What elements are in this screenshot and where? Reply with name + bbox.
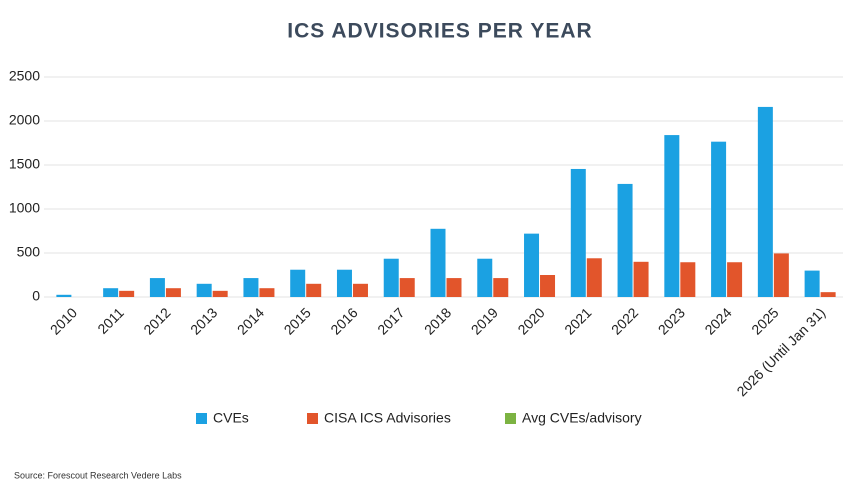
bar: [664, 135, 680, 297]
x-tick-label: 2013: [187, 304, 220, 337]
bar: [820, 292, 836, 297]
bar: [570, 168, 586, 297]
bar: [540, 275, 556, 297]
x-tick-label: 2019: [468, 304, 501, 337]
x-tick-label: 2020: [514, 304, 547, 337]
source: Source: Forescout Research Vedere Labs: [14, 470, 182, 480]
bar: [680, 262, 696, 297]
bar: [757, 106, 773, 297]
x-tick-label: 2015: [281, 304, 314, 337]
bar: [493, 278, 509, 297]
x-tick-label: 2023: [655, 304, 688, 337]
bar: [212, 290, 228, 297]
bar: [633, 261, 649, 297]
x-tick-label: 2016: [327, 304, 360, 337]
chart-title: ICS ADVISORIES PER YEAR: [287, 20, 592, 43]
bar: [352, 283, 368, 297]
bar: [711, 141, 727, 297]
bar: [524, 233, 540, 297]
x-tick-label: 2014: [234, 304, 267, 337]
x-tick-label: 2011: [94, 304, 127, 337]
legend-swatch: [196, 413, 207, 424]
y-tick-label: 2000: [9, 112, 40, 128]
x-tick-label: 2024: [701, 304, 734, 337]
bar: [383, 258, 399, 297]
bar: [336, 269, 352, 297]
bar: [727, 262, 743, 297]
bar: [617, 183, 633, 297]
x-tick-label: 2021: [561, 304, 594, 337]
y-tick-label: 1500: [9, 156, 40, 172]
bar: [103, 288, 119, 297]
bar: [399, 278, 415, 297]
bar: [477, 258, 493, 297]
bar: [804, 270, 820, 297]
bar: [243, 278, 259, 297]
y-tick-label: 1000: [9, 200, 40, 216]
y-tick-label: 500: [17, 244, 41, 260]
bar: [165, 288, 181, 297]
bar: [149, 278, 165, 297]
bar: [430, 228, 446, 297]
bar: [446, 278, 462, 297]
bar: [773, 253, 789, 297]
x-tick-label: 2026 (Until Jan 31): [733, 304, 828, 399]
y-tick-label: 2500: [9, 68, 40, 84]
legend-label: CISA ICS Advisories: [324, 410, 451, 426]
y-tick-label: 0: [32, 288, 40, 304]
x-tick-label: 2017: [374, 304, 407, 337]
bar: [56, 294, 72, 297]
bar: [306, 283, 322, 297]
x-tick-label: 2012: [140, 304, 173, 337]
x-tick-label: 2025: [748, 304, 781, 337]
bar: [290, 269, 306, 297]
bar: [119, 290, 135, 297]
legend-label: CVEs: [213, 410, 249, 426]
x-tick-label: 2018: [421, 304, 454, 337]
x-tick-label: 2010: [47, 304, 80, 337]
legend-swatch: [505, 413, 516, 424]
bar: [196, 283, 212, 297]
x-tick-label: 2022: [608, 304, 641, 337]
legend-swatch: [307, 413, 318, 424]
bar: [259, 288, 275, 297]
bar: [586, 258, 602, 297]
legend-label: Avg CVEs/advisory: [522, 410, 642, 426]
